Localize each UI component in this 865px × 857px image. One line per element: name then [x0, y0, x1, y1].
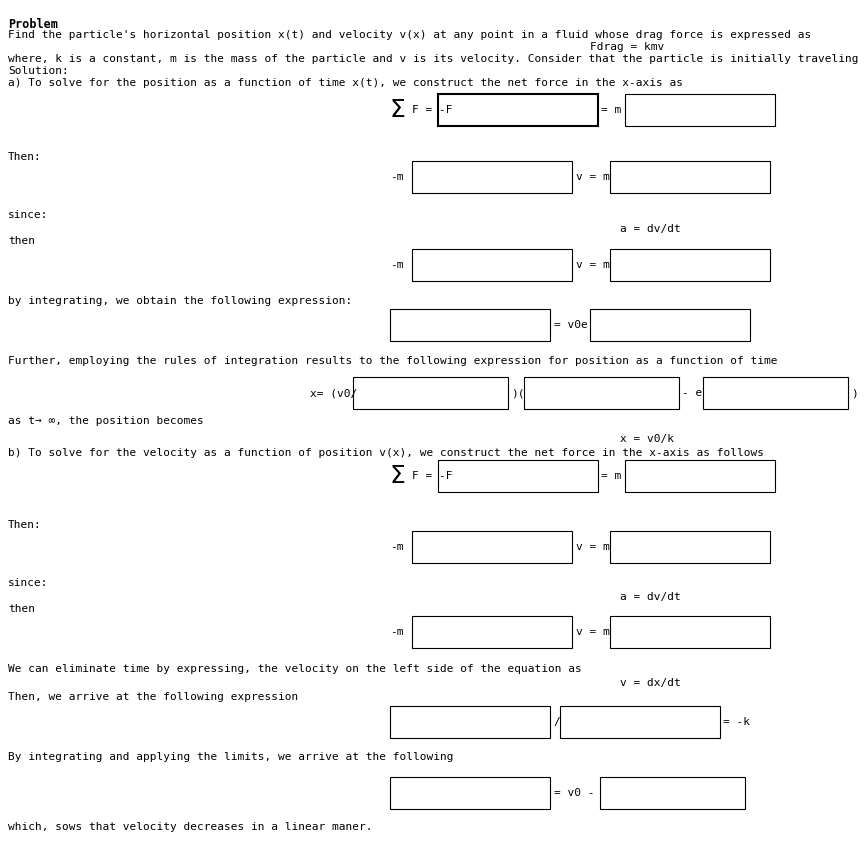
Text: Solution:: Solution:	[8, 66, 68, 76]
Text: = m: = m	[601, 471, 621, 481]
Bar	[412, 249, 572, 281]
Text: Find the particle's horizontal position x(t) and velocity v(x) at any point in a: Find the particle's horizontal position …	[8, 30, 811, 40]
Text: Fdrag = kmv: Fdrag = kmv	[590, 42, 664, 52]
Bar	[590, 309, 750, 341]
Bar	[412, 161, 572, 193]
Text: x = v0/k: x = v0/k	[620, 434, 674, 444]
Text: Problem: Problem	[8, 18, 58, 31]
Text: Further, employing the rules of integration results to the following expression : Further, employing the rules of integrat…	[8, 356, 778, 366]
Text: v = dx/dt: v = dx/dt	[620, 678, 681, 688]
Text: which, sows that velocity decreases in a linear maner.: which, sows that velocity decreases in a…	[8, 822, 373, 832]
Text: = m: = m	[601, 105, 621, 115]
Bar	[703, 377, 848, 409]
Text: Then:: Then:	[8, 520, 42, 530]
Bar	[353, 377, 508, 409]
Text: then: then	[8, 236, 35, 246]
Text: v = m: v = m	[576, 627, 610, 637]
Text: F = -F: F = -F	[412, 471, 452, 481]
Bar	[438, 460, 598, 492]
Bar	[610, 161, 770, 193]
Text: b) To solve for the velocity as a function of position v(x), we construct the ne: b) To solve for the velocity as a functi…	[8, 448, 764, 458]
Text: Σ: Σ	[390, 98, 406, 122]
Text: a) To solve for the position as a function of time x(t), we construct the net fo: a) To solve for the position as a functi…	[8, 78, 683, 88]
Bar	[625, 94, 775, 126]
Text: v = m: v = m	[576, 260, 610, 270]
Bar	[438, 94, 598, 126]
Bar	[610, 616, 770, 648]
Text: since:: since:	[8, 578, 48, 588]
Text: v = m: v = m	[576, 172, 610, 182]
Text: = -k: = -k	[723, 717, 750, 727]
Text: as t→ ∞, the position becomes: as t→ ∞, the position becomes	[8, 416, 204, 426]
Bar	[412, 531, 572, 563]
Text: -m: -m	[390, 627, 403, 637]
Text: -m: -m	[390, 172, 403, 182]
Text: then: then	[8, 604, 35, 614]
Bar	[560, 706, 720, 738]
Bar	[600, 777, 745, 809]
Text: -m: -m	[390, 542, 403, 552]
Text: /: /	[553, 717, 560, 727]
Bar	[412, 616, 572, 648]
Bar	[390, 706, 550, 738]
Bar	[625, 460, 775, 492]
Text: )(: )(	[511, 388, 524, 398]
Text: = v0 -: = v0 -	[554, 788, 594, 798]
Text: Then:: Then:	[8, 152, 42, 162]
Text: since:: since:	[8, 210, 48, 220]
Text: -m: -m	[390, 260, 403, 270]
Text: We can eliminate time by expressing, the velocity on the left side of the equati: We can eliminate time by expressing, the…	[8, 664, 582, 674]
Text: v = m: v = m	[576, 542, 610, 552]
Bar	[390, 309, 550, 341]
Text: Then, we arrive at the following expression: Then, we arrive at the following express…	[8, 692, 298, 702]
Bar	[610, 249, 770, 281]
Text: x= (v0/: x= (v0/	[310, 388, 357, 398]
Text: a = dv/dt: a = dv/dt	[620, 592, 681, 602]
Bar	[524, 377, 679, 409]
Text: by integrating, we obtain the following expression:: by integrating, we obtain the following …	[8, 296, 352, 306]
Text: By integrating and applying the limits, we arrive at the following: By integrating and applying the limits, …	[8, 752, 453, 762]
Text: - e: - e	[682, 388, 702, 398]
Text: a = dv/dt: a = dv/dt	[620, 224, 681, 234]
Text: where, k is a constant, m is the mass of the particle and v is its velocity. Con: where, k is a constant, m is the mass of…	[8, 54, 865, 64]
Text: = v0e: = v0e	[554, 320, 587, 330]
Text: Σ: Σ	[390, 464, 406, 488]
Bar	[390, 777, 550, 809]
Bar	[610, 531, 770, 563]
Text: ): )	[851, 388, 858, 398]
Text: F = -F: F = -F	[412, 105, 452, 115]
